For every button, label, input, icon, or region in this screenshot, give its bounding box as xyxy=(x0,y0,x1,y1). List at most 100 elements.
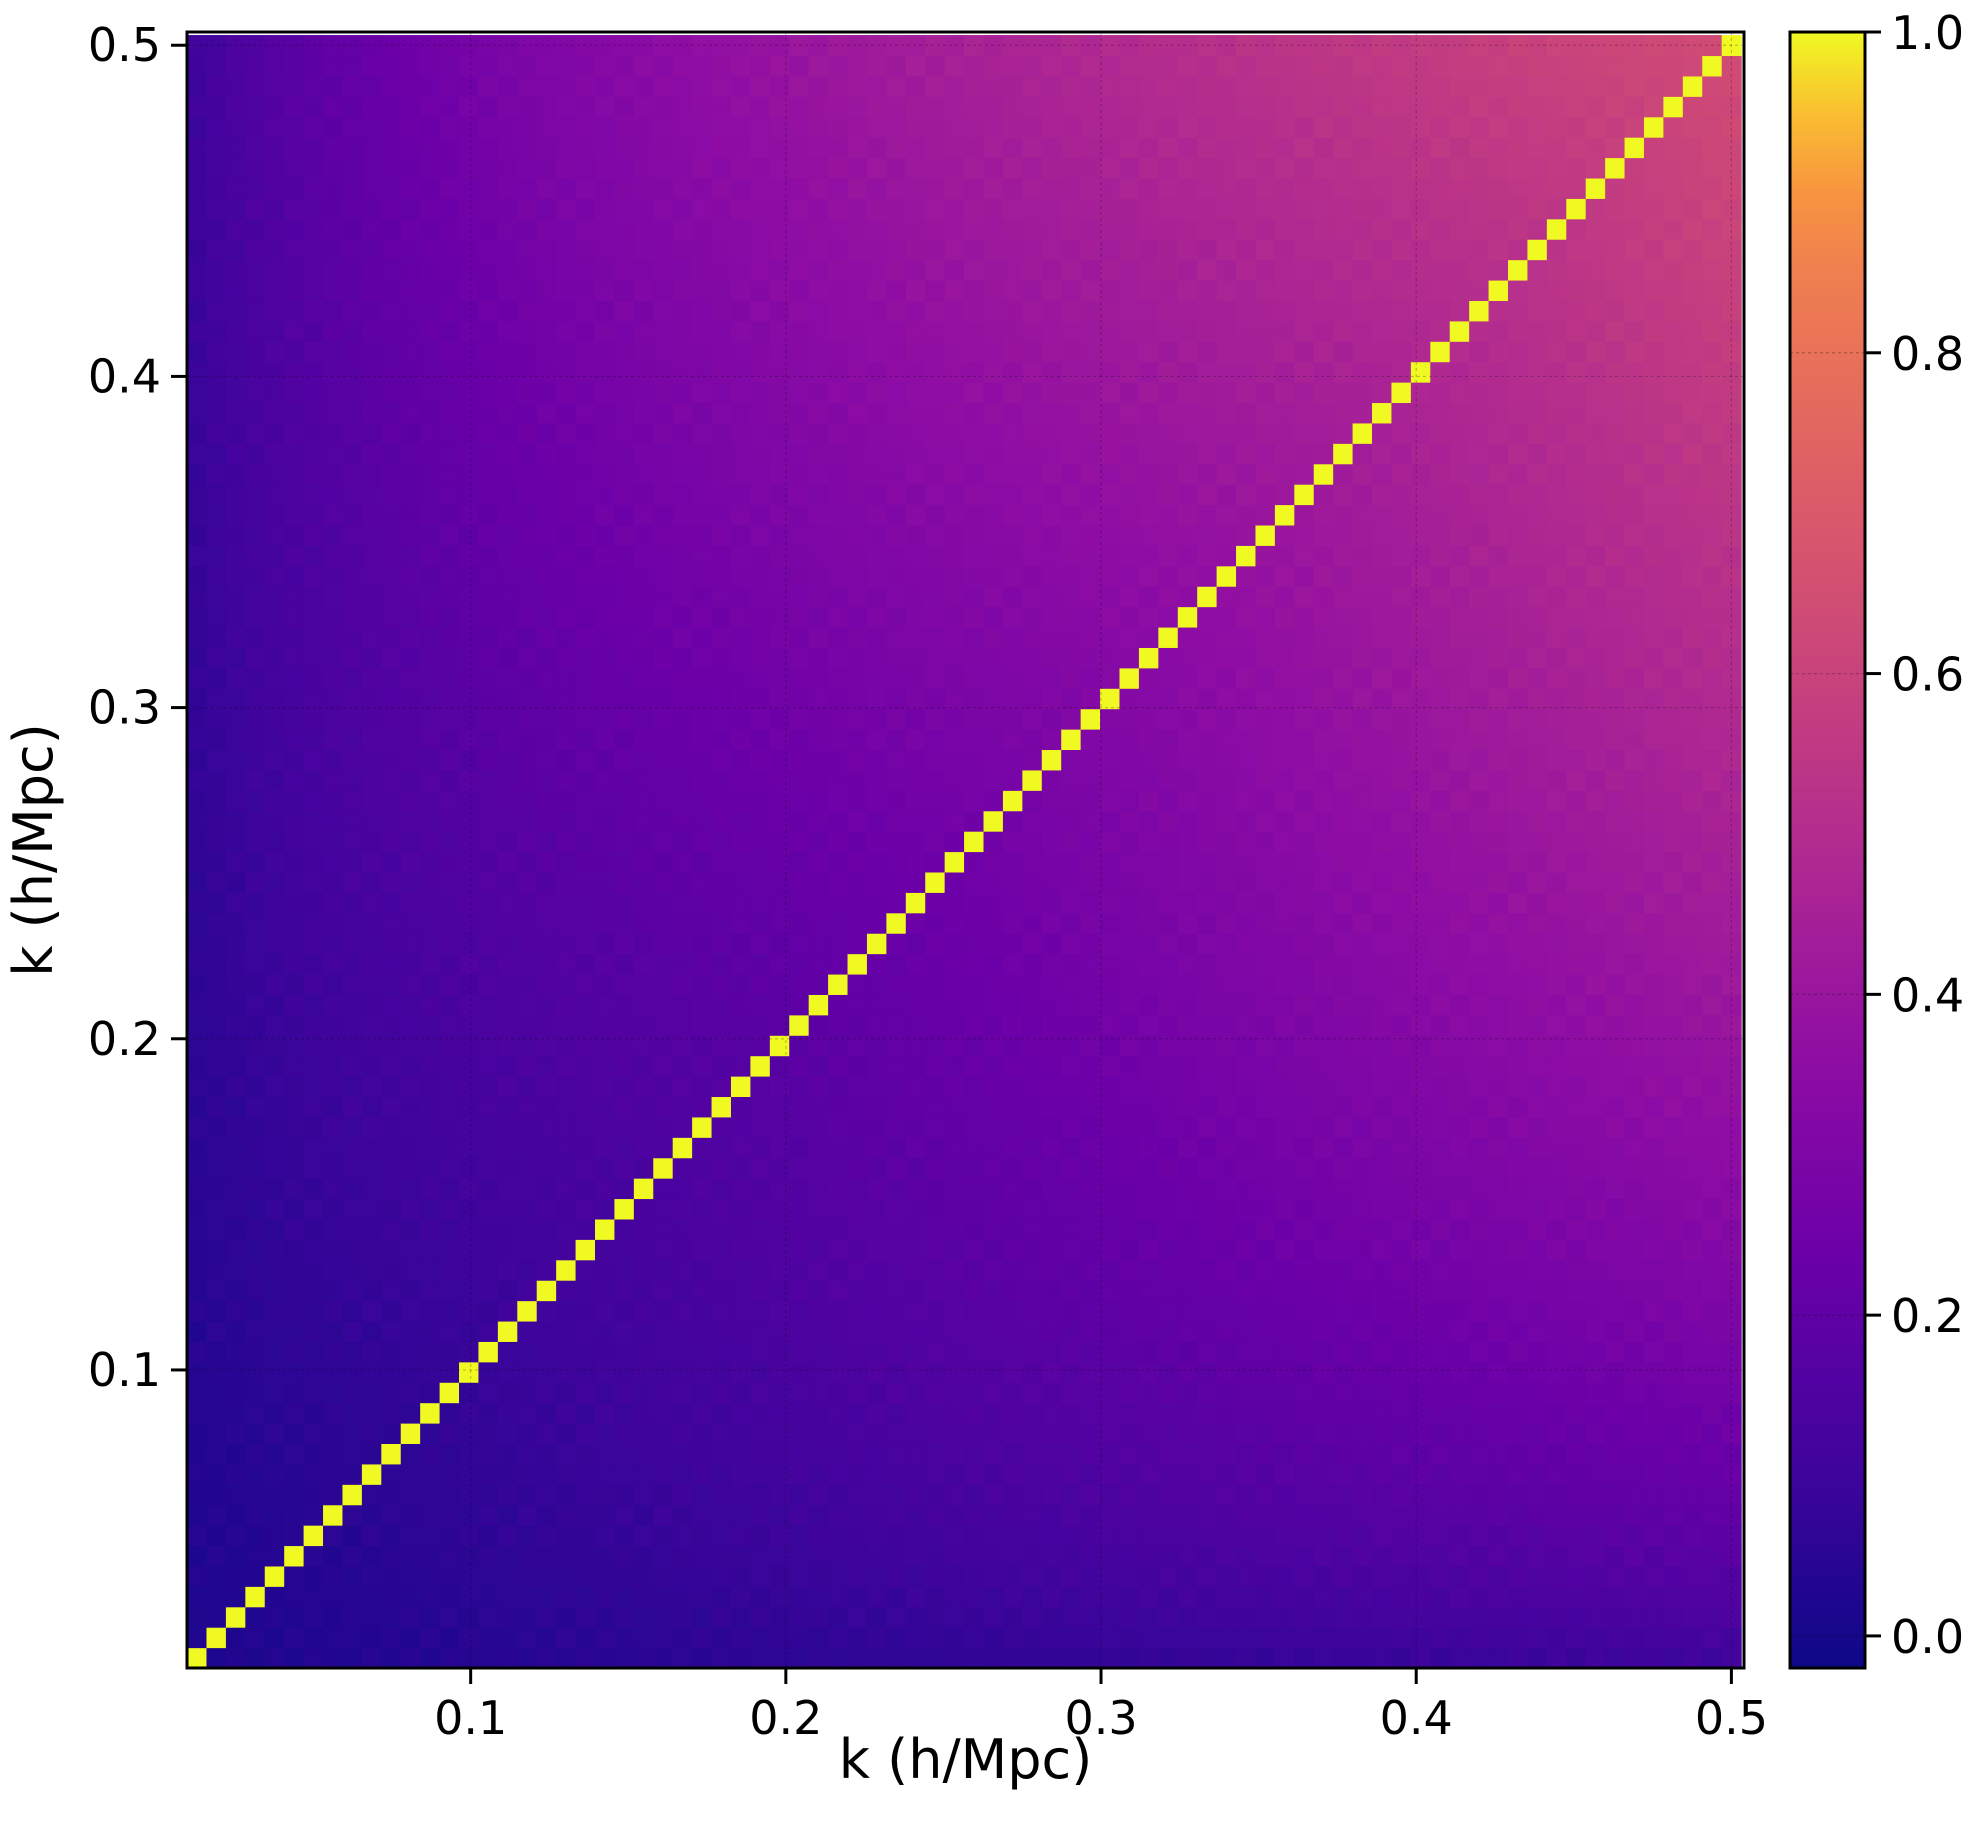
heatmap-cell xyxy=(342,1116,363,1138)
heatmap-cell xyxy=(1294,1484,1315,1506)
heatmap-cell xyxy=(245,994,266,1016)
heatmap-cell xyxy=(1061,749,1082,771)
heatmap-cell xyxy=(1274,749,1295,771)
heatmap-cell xyxy=(595,790,616,812)
heatmap-cell xyxy=(847,422,868,444)
heatmap-cell xyxy=(750,688,771,710)
heatmap-cell xyxy=(789,1076,810,1098)
heatmap-cell xyxy=(1216,1545,1237,1567)
heatmap-cell xyxy=(1158,933,1179,955)
heatmap-cell xyxy=(264,382,285,404)
heatmap-cell xyxy=(1002,1484,1023,1506)
heatmap-cell xyxy=(264,1239,285,1261)
heatmap-cell xyxy=(633,320,654,342)
heatmap-cell xyxy=(595,341,616,363)
heatmap-cell xyxy=(692,524,713,546)
heatmap-cell xyxy=(711,443,732,465)
heatmap-cell xyxy=(1352,1341,1373,1363)
heatmap-cell xyxy=(1119,1586,1140,1608)
heatmap-cell xyxy=(1294,688,1315,710)
heatmap-cell xyxy=(828,1586,849,1608)
heatmap-cell xyxy=(187,259,208,281)
heatmap-cell xyxy=(1177,1382,1198,1404)
heatmap-cell xyxy=(866,259,887,281)
heatmap-cell xyxy=(653,688,674,710)
heatmap-cell xyxy=(1313,504,1334,526)
heatmap-cell xyxy=(789,667,810,689)
heatmap-cell xyxy=(187,1259,208,1281)
heatmap-cell xyxy=(1177,1647,1198,1669)
heatmap-cell xyxy=(653,504,674,526)
heatmap-cell xyxy=(439,1259,460,1281)
heatmap-cell xyxy=(1236,1341,1257,1363)
heatmap-cell xyxy=(886,443,907,465)
heatmap-cell xyxy=(1313,586,1334,608)
heatmap-cell xyxy=(1100,320,1121,342)
heatmap-cell xyxy=(1255,688,1276,710)
heatmap-cell xyxy=(1041,177,1062,199)
heatmap-cell xyxy=(1274,524,1295,546)
heatmap-cell xyxy=(964,912,985,934)
heatmap-cell xyxy=(361,177,382,199)
heatmap-cell xyxy=(225,545,246,567)
heatmap-cell xyxy=(925,1525,946,1547)
heatmap-cell xyxy=(264,1443,285,1465)
heatmap-cell xyxy=(1372,1239,1393,1261)
heatmap-cell xyxy=(1294,892,1315,914)
heatmap-cell xyxy=(400,259,421,281)
heatmap-cell xyxy=(866,994,887,1016)
heatmap-cell xyxy=(1391,1198,1412,1220)
heatmap-cell xyxy=(672,1545,693,1567)
heatmap-cell xyxy=(361,1484,382,1506)
heatmap-cell xyxy=(1294,55,1315,77)
heatmap-cell xyxy=(381,1484,402,1506)
heatmap-cell xyxy=(1197,1443,1218,1465)
heatmap-cell xyxy=(245,647,266,669)
heatmap-cell xyxy=(420,708,441,730)
heatmap-cell xyxy=(1080,810,1101,832)
heatmap-cell xyxy=(1313,137,1334,159)
heatmap-cell xyxy=(1255,422,1276,444)
heatmap-cell xyxy=(420,1055,441,1077)
heatmap-cell xyxy=(478,1300,499,1322)
heatmap-cell xyxy=(303,688,324,710)
heatmap-cell xyxy=(245,912,266,934)
heatmap-cell xyxy=(983,973,1004,995)
heatmap-cell xyxy=(206,606,227,628)
heatmap-cell xyxy=(497,1341,518,1363)
heatmap-cell xyxy=(225,1320,246,1342)
heatmap-cell xyxy=(420,1035,441,1057)
heatmap-cell xyxy=(206,1341,227,1363)
heatmap-cell xyxy=(517,1035,538,1057)
heatmap-cell xyxy=(187,1035,208,1057)
heatmap-cell xyxy=(925,933,946,955)
heatmap-cell xyxy=(1391,1402,1412,1424)
heatmap-cell xyxy=(1138,1239,1159,1261)
heatmap-cell xyxy=(1002,1463,1023,1485)
heatmap-cell xyxy=(420,382,441,404)
heatmap-cell xyxy=(497,1157,518,1179)
heatmap-cell xyxy=(225,729,246,751)
heatmap-cell xyxy=(1313,912,1334,934)
heatmap-cell xyxy=(711,1280,732,1302)
heatmap-cell xyxy=(1294,1178,1315,1200)
heatmap-cell xyxy=(536,1463,557,1485)
heatmap-cell xyxy=(905,708,926,730)
heatmap-cell xyxy=(206,1076,227,1098)
heatmap-cell xyxy=(556,218,577,240)
heatmap-cell xyxy=(808,524,829,546)
heatmap-cell xyxy=(225,1035,246,1057)
heatmap-cell xyxy=(323,96,344,118)
heatmap-cell xyxy=(206,1586,227,1608)
heatmap-cell xyxy=(614,1239,635,1261)
heatmap-cell xyxy=(692,647,713,669)
heatmap-cell xyxy=(1177,871,1198,893)
heatmap-cell xyxy=(1216,463,1237,485)
heatmap-cell xyxy=(303,422,324,444)
heatmap-cell xyxy=(264,361,285,383)
heatmap-cell xyxy=(1197,1382,1218,1404)
heatmap-cell xyxy=(595,361,616,383)
heatmap-cell xyxy=(886,1259,907,1281)
heatmap-cell xyxy=(1236,729,1257,751)
heatmap-cell xyxy=(1158,1320,1179,1342)
